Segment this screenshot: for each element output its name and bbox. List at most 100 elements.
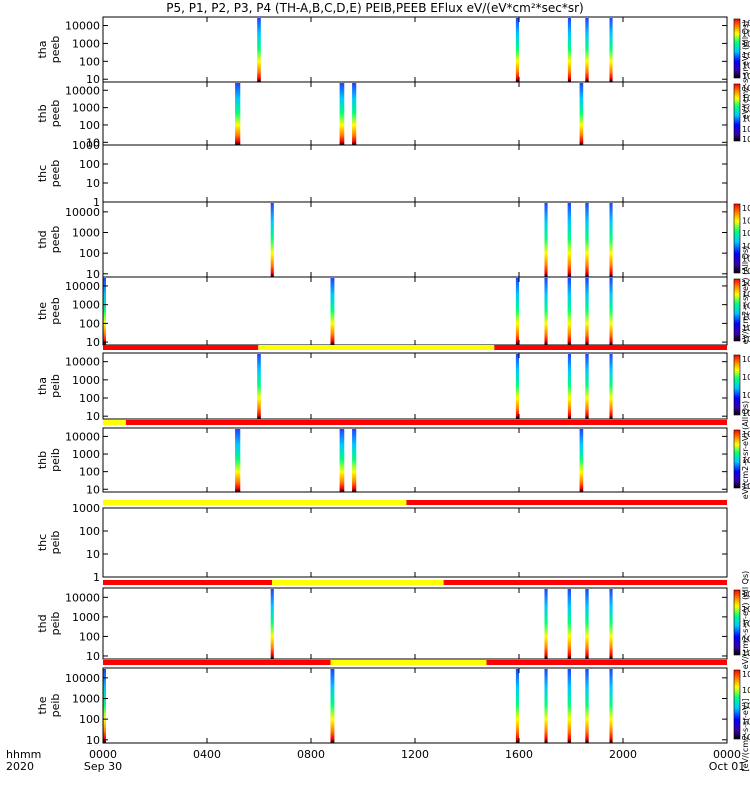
colorbar-label: 10³ (742, 135, 750, 144)
y-tick-label: 10 (86, 483, 100, 496)
y-tick-label: 1000 (72, 227, 100, 240)
y-tick-label: 1000 (72, 693, 100, 706)
panel-frame (102, 16, 728, 83)
burst-mark (609, 669, 613, 743)
y-tick-label: 100 (79, 119, 100, 132)
colorbar-label: 10⁷ (742, 94, 750, 103)
colorbar-label: 10⁴ (742, 634, 750, 643)
y-tick-label: 100 (79, 158, 100, 171)
colorbar-label: 10⁷ (742, 590, 750, 599)
burst-mark (585, 354, 589, 419)
colorbar-label: 10³ (742, 72, 750, 81)
x-tick-label: 1600 (505, 748, 533, 761)
burst-mark (585, 18, 589, 82)
y-tick-label: 10000 (65, 430, 100, 443)
mode-bar-segment (125, 420, 727, 425)
y-tick-label: 10000 (65, 20, 100, 33)
y-tick-label: 10 (86, 136, 100, 149)
y-tick-label: 100 (79, 466, 100, 479)
x-tick-label: 1200 (401, 748, 429, 761)
footer-start-date: Sep 30 (84, 760, 122, 773)
chart-title: P5, P1, P2, P3, P4 (TH-A,B,C,D,E) PEIB,P… (166, 1, 584, 15)
colorbar-label: 10⁷ (742, 290, 750, 299)
burst-mark (270, 203, 274, 277)
colorbar (733, 18, 741, 79)
colorbar-label: 10⁵ (742, 313, 750, 322)
y-tick-label: 1000 (72, 448, 100, 461)
svg-text:peib: peib (49, 694, 62, 718)
burst-mark (257, 354, 261, 419)
y-tick-label: 10 (86, 177, 100, 190)
svg-text:peib: peib (49, 531, 62, 555)
burst-mark (515, 669, 519, 743)
colorbar-label: 10⁴ (742, 409, 750, 418)
colorbar (733, 354, 741, 416)
y-tick-label: 10 (86, 734, 100, 747)
x-tick-label: 2000 (609, 748, 637, 761)
colorbar-label: 10⁴ (742, 324, 750, 333)
colorbar-label: 10⁶ (742, 40, 750, 49)
burst-mark (352, 83, 357, 145)
svg-text:the: the (36, 696, 49, 714)
colorbar-label: 10⁷ (742, 430, 750, 439)
colorbar-title: eV/(cm2-s-sr-eV) (All Qs) (741, 571, 750, 670)
svg-text:thc: thc (36, 534, 49, 551)
colorbar-label: 10⁶ (742, 373, 750, 382)
svg-text:thb: thb (36, 451, 49, 469)
svg-text:peeb: peeb (49, 297, 62, 325)
burst-mark (609, 18, 613, 82)
y-tick-label: 100 (79, 713, 100, 726)
burst-mark (609, 203, 613, 277)
colorbar (733, 278, 741, 342)
burst-mark (567, 589, 571, 659)
burst-mark (585, 589, 589, 659)
burst-mark (567, 278, 571, 345)
mode-bar-segment (272, 580, 444, 585)
colorbar-label: 10³ (742, 335, 750, 344)
colorbar-label: 10⁴ (742, 717, 750, 726)
svg-text:thc: thc (36, 165, 49, 182)
y-tick-label: 100 (79, 55, 100, 68)
colorbar-title: eV/(cm2-s-sr-eV) (All Qs) (741, 246, 750, 345)
y-tick-label: 10 (86, 548, 100, 561)
burst-mark (579, 429, 584, 492)
svg-text:peeb: peeb (49, 226, 62, 254)
mode-bar-segment (486, 660, 727, 665)
panel-frame (102, 507, 728, 578)
colorbar-label: 10⁵ (742, 456, 750, 465)
colorbar-label: 10⁷ (742, 670, 750, 679)
colorbar-label: 10⁵ (742, 242, 750, 251)
burst-mark (567, 354, 571, 419)
y-tick-label: 1000 (72, 611, 100, 624)
burst-mark (585, 669, 589, 743)
colorbar-label: 10⁷ (742, 30, 750, 39)
burst-mark (339, 429, 345, 492)
mode-bar-segment (330, 660, 487, 665)
colorbar-label: 10⁸ (742, 84, 750, 93)
y-axis-label: thc peeb (36, 160, 62, 188)
svg-text:thd: thd (36, 230, 49, 248)
panel-frame (102, 81, 728, 146)
panel-frame (102, 144, 728, 203)
y-axis-label: the peeb (36, 297, 62, 325)
burst-mark (270, 589, 274, 659)
panel-frame (102, 667, 728, 744)
burst-mark (609, 278, 613, 345)
colorbar-label: 10⁸ (742, 279, 750, 288)
colorbar (733, 83, 741, 142)
y-tick-label: 1000 (72, 37, 100, 50)
panel-frame (102, 587, 728, 660)
svg-text:tha: tha (36, 377, 49, 395)
burst-mark (103, 278, 106, 345)
x-tick-label: 0000 (713, 748, 741, 761)
y-tick-label: 1000 (72, 139, 100, 152)
burst-mark (609, 354, 613, 419)
x-tick-label: 0000 (89, 748, 117, 761)
y-tick-label: 10000 (65, 672, 100, 685)
colorbar-label: 10⁴ (742, 125, 750, 134)
burst-mark (103, 669, 106, 743)
panel-frame (102, 352, 728, 420)
y-tick-label: 10 (86, 336, 100, 349)
colorbar-label: 10³ (742, 267, 750, 276)
